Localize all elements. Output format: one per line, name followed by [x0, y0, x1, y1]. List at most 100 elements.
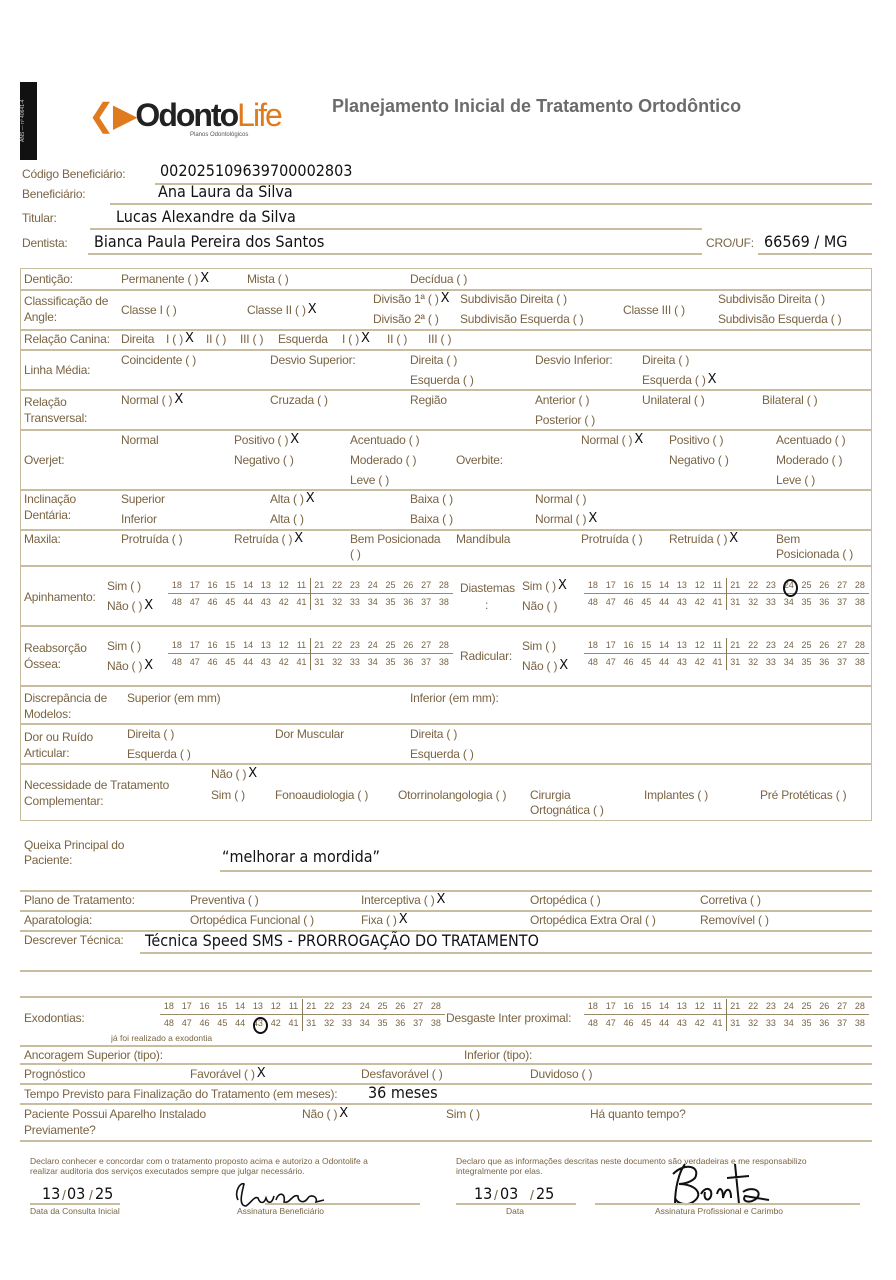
page-title: Planejamento Inicial de Tratamento Ortod… — [332, 96, 742, 116]
radicular-tooth-upper: 25 — [801, 640, 812, 650]
apinhamento-tooth-lower: 44 — [243, 597, 254, 607]
exodontias-tooth-upper: 14 — [235, 1001, 246, 1011]
reabsorcao-tooth-lower: 33 — [349, 657, 360, 667]
exam-necessidade-cirurgia2: Ortognática ( ) — [530, 803, 604, 817]
apinhamento-tooth-upper: 26 — [403, 580, 414, 590]
rule-line — [220, 870, 872, 872]
exam-overbite-label: Overbite: — [456, 453, 503, 467]
exam-diastemas-colon: : — [485, 598, 489, 612]
x-mark: X — [634, 432, 644, 447]
exam-inclinacao-normal2: Normal ( ) — [535, 511, 587, 526]
exam-linha-dinf: Desvio Inferior: — [535, 353, 613, 367]
apinhamento-tooth-lower: 37 — [421, 597, 432, 607]
exam-canina-d3: III ( ) — [240, 332, 264, 346]
plan-exodontia-note: já foi realizado a exodontia — [111, 1033, 213, 1043]
desgaste-tooth-lower: 37 — [837, 1018, 848, 1028]
exam-dor-direita2: Direita ( ) — [410, 727, 458, 741]
x-mark: X — [707, 372, 717, 387]
plan-favoravel: Favorável ( ) — [190, 1066, 255, 1081]
x-mark: X — [248, 766, 258, 781]
rule-line — [20, 1083, 872, 1085]
x-mark: X — [339, 1106, 349, 1121]
desgaste-tooth-upper: 15 — [641, 1001, 652, 1011]
reabsorcao-tooth-upper: 13 — [260, 640, 271, 650]
reabsorcao-tooth-lower: 41 — [296, 657, 307, 667]
footer-assinatura-benef: Assinatura Beneficiário — [237, 1206, 324, 1216]
exodontias-tooth-upper: 12 — [270, 1001, 281, 1011]
exam-inclinacao-inferior: Inferior — [121, 512, 157, 526]
diastemas-chart-divider — [726, 578, 727, 610]
exodontias-tooth-upper: 13 — [252, 1001, 263, 1011]
radicular-tooth-upper: 15 — [641, 640, 652, 650]
exam-angle-sd1: Subdivisão Direita ( ) — [460, 292, 567, 306]
apinhamento-tooth-upper: 18 — [171, 580, 182, 590]
plan-interceptiva-option: Interceptiva ( ) X — [361, 893, 445, 906]
plan-ortopedica: Ortopédica ( ) — [530, 893, 601, 907]
rule-line — [30, 1203, 120, 1205]
x-mark: X — [307, 302, 317, 317]
plan-queixa-label2: Paciente: — [24, 853, 73, 867]
exam-angle-se1: Subdivisão Esquerda ( ) — [460, 312, 584, 326]
rule-line — [155, 183, 872, 185]
exam-transversal-normal-option: Normal ( ) X — [121, 393, 183, 406]
exam-overbite-leve: Leve ( ) — [776, 473, 816, 487]
diastemas-tooth-lower: 35 — [801, 597, 812, 607]
exodontias-tooth-lower: 45 — [217, 1018, 228, 1028]
exam-discrepancia-inferior: Inferior (em mm): — [410, 691, 499, 705]
exodontias-tooth-lower: 41 — [288, 1018, 299, 1028]
exam-denticao-o1-option: Permanente ( ) X — [121, 272, 209, 285]
reabsorcao-tooth-upper: 18 — [171, 640, 182, 650]
reabsorcao-tooth-upper: 16 — [207, 640, 218, 650]
exam-overbite-positivo: Positivo ( ) — [669, 433, 724, 447]
rule-line — [140, 952, 872, 954]
rule-line — [20, 529, 872, 531]
exam-overbite-negativo: Negativo ( ) — [669, 453, 729, 467]
exodontias-tooth-upper: 23 — [341, 1001, 352, 1011]
apinhamento-tooth-lower: 45 — [225, 597, 236, 607]
radicular-tooth-upper: 23 — [765, 640, 776, 650]
x-mark: X — [144, 658, 154, 673]
rule-line — [20, 970, 872, 972]
exam-angle-c1: Classe I ( ) — [121, 303, 177, 317]
diastemas-tooth-upper: 22 — [748, 580, 759, 590]
radicular-tooth-upper: 14 — [659, 640, 670, 650]
footer-data-consulta: Data da Consulta Inicial — [30, 1206, 120, 1216]
x-mark: X — [588, 511, 598, 526]
plan-plano-label: Plano de Tratamento: — [24, 893, 135, 907]
apinhamento-tooth-lower: 41 — [296, 597, 307, 607]
desgaste-tooth-upper: 26 — [819, 1001, 830, 1011]
exam-transversal-regiao: Região — [410, 393, 447, 407]
diastemas-tooth-upper: 26 — [819, 580, 830, 590]
exodontias-chart-divider — [302, 999, 303, 1031]
desgaste-tooth-upper: 14 — [659, 1001, 670, 1011]
exam-angle-se2: Subdivisão Esquerda ( ) — [718, 312, 842, 326]
exam-overbite-normal: Normal ( ) — [581, 432, 633, 447]
fields-cro: 66569 / MG — [764, 232, 848, 251]
professional-signature — [672, 1163, 770, 1206]
beneficiary-signature — [235, 1182, 325, 1207]
reabsorcao-tooth-lower: 48 — [171, 657, 182, 667]
exam-angle-sd2: Subdivisão Direita ( ) — [718, 292, 825, 306]
plan-queixa: “melhorar a mordida” — [222, 847, 381, 866]
reabsorcao-tooth-upper: 23 — [349, 640, 360, 650]
exam-radicular-nao-option: Não ( ) X — [522, 659, 568, 672]
diastemas-tooth-lower: 33 — [765, 597, 776, 607]
exodontias-tooth-upper: 11 — [288, 1001, 299, 1011]
date-slash: / — [89, 1187, 93, 1203]
diastemas-tooth-upper: 27 — [837, 580, 848, 590]
rule-line — [20, 329, 872, 331]
exam-angle-d1: Divisão 1ª ( ) — [373, 291, 439, 306]
reabsorcao-tooth-upper: 27 — [421, 640, 432, 650]
apinhamento-tooth-upper: 28 — [438, 580, 449, 590]
apinhamento-tooth-lower: 32 — [332, 597, 343, 607]
radicular-tooth-upper: 11 — [712, 640, 723, 650]
x-mark: X — [398, 912, 408, 927]
plan-extra: Ortopédica Extra Oral ( ) — [530, 913, 656, 927]
exam-radicular-label: Radicular: — [460, 649, 513, 663]
plan-removivel: Removível ( ) — [700, 913, 769, 927]
rule-line — [20, 763, 872, 765]
exodontias-tooth-upper: 25 — [377, 1001, 388, 1011]
exam-dor-muscular: Dor Muscular — [275, 727, 344, 741]
radicular-tooth-lower: 46 — [623, 657, 634, 667]
exam-reabsorcao-label2: Óssea: — [24, 657, 61, 671]
